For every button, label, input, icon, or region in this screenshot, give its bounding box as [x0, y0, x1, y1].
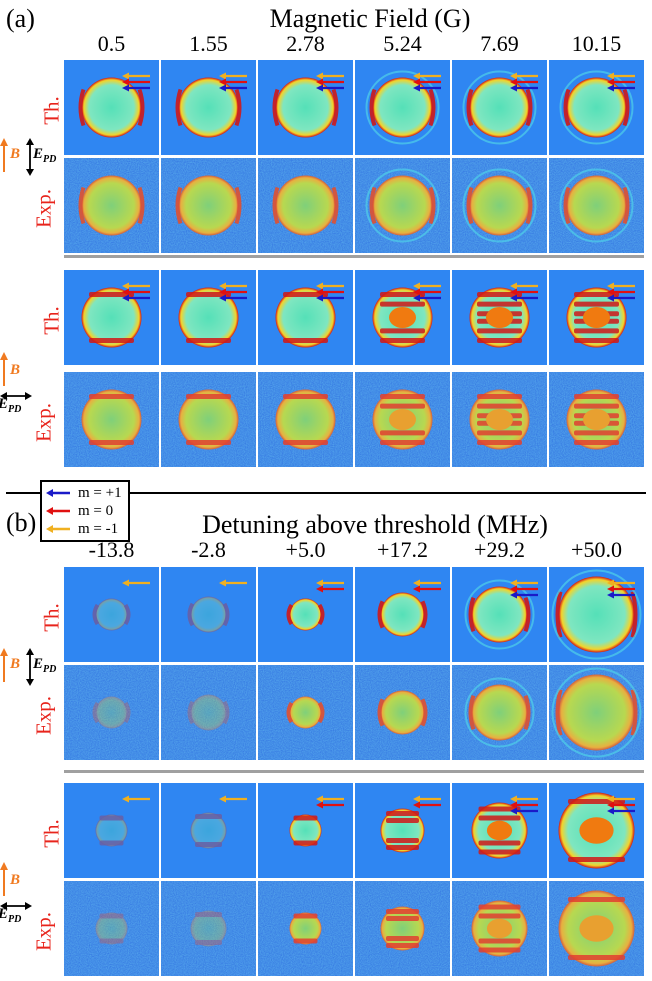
experiment-image [161, 158, 256, 253]
legend: m = +1 m = 0 m = -1 [40, 480, 130, 542]
e-label: E [33, 656, 44, 672]
theory-image [64, 60, 159, 155]
field-orientation-marker: B EPD [0, 862, 60, 925]
theory-image [452, 567, 547, 662]
theory-image [452, 783, 547, 878]
e-pd-label: EPD [33, 146, 56, 165]
experiment-image [258, 665, 353, 760]
experiment-image [452, 881, 547, 976]
experiment-image [549, 881, 644, 976]
experiment-image [64, 665, 159, 760]
panel-b-column-label: +5.0 [285, 537, 326, 562]
theory-image [258, 270, 353, 365]
theory-image [258, 567, 353, 662]
experiment-image [161, 372, 256, 467]
theory-image [452, 60, 547, 155]
panel-a-axis-title: Magnetic Field (G) [269, 4, 471, 33]
experiment-image [64, 372, 159, 467]
panel-a-column-label: 0.5 [97, 31, 126, 56]
theory-image [64, 567, 159, 662]
experiment-image [258, 158, 353, 253]
experiment-image [355, 158, 450, 253]
experiment-image [64, 158, 159, 253]
experiment-image [64, 881, 159, 976]
row-label-theory: Th. [39, 603, 64, 632]
theory-image [64, 270, 159, 365]
theory-image [161, 567, 256, 662]
row-label-theory: Th. [39, 819, 64, 848]
theory-image [549, 567, 644, 662]
panel-b-column-label: -2.8 [191, 537, 226, 562]
theory-image [355, 270, 450, 365]
panel-a-separator [64, 255, 644, 258]
panel-a-tag: (a) [6, 4, 35, 33]
b-field-label: B [10, 872, 21, 888]
theory-image [355, 567, 450, 662]
row-label-theory: Th. [39, 96, 64, 125]
panel-b-separator [64, 770, 644, 773]
experiment-image [258, 372, 353, 467]
panel-b-axis-title: Detuning above threshold (MHz) [202, 510, 548, 539]
theory-image [355, 783, 450, 878]
field-orientation-marker: B EPD [0, 352, 60, 415]
e-subscript: PD [43, 154, 57, 165]
panel-a-column-label: 5.24 [383, 31, 422, 56]
experiment-image [452, 158, 547, 253]
legend-item-zero: m = 0 [46, 502, 122, 520]
b-field-label: B [10, 146, 21, 162]
legend-item-minus1: m = -1 [46, 520, 122, 538]
theory-image [258, 60, 353, 155]
experiment-image [452, 665, 547, 760]
theory-image [258, 783, 353, 878]
e-subscript: PD [43, 664, 57, 675]
theory-image [549, 270, 644, 365]
panel-divider [6, 492, 646, 494]
row-label-theory: Th. [39, 306, 64, 335]
theory-image [64, 783, 159, 878]
legend-item-plus1: m = +1 [46, 484, 122, 502]
theory-image [549, 783, 644, 878]
e-label: E [33, 146, 44, 162]
e-pd-label: EPD [33, 656, 56, 675]
theory-image [355, 60, 450, 155]
experiment-image [161, 881, 256, 976]
experiment-image [549, 158, 644, 253]
theory-image [161, 783, 256, 878]
e-pd-label: EPD [0, 906, 21, 925]
panel-a-column-label: 2.78 [286, 31, 325, 56]
panel-a-column-label: 7.69 [480, 31, 519, 56]
experiment-image [549, 665, 644, 760]
panel-a-column-label: 10.15 [571, 31, 622, 56]
b-field-label: B [10, 362, 21, 378]
e-pd-label: EPD [0, 396, 21, 415]
theory-image [161, 270, 256, 365]
experiment-image [355, 881, 450, 976]
b-field-label: B [10, 656, 21, 672]
e-subscript: PD [8, 404, 22, 415]
panel-b-column-label: +17.2 [377, 537, 428, 562]
experiment-image [161, 665, 256, 760]
e-label: E [0, 906, 8, 922]
panel-b-column-label: +29.2 [474, 537, 525, 562]
e-label: E [0, 396, 8, 412]
experiment-image [355, 372, 450, 467]
e-subscript: PD [8, 914, 22, 925]
experiment-image [549, 372, 644, 467]
theory-image [161, 60, 256, 155]
experiment-image [355, 665, 450, 760]
experiment-image [452, 372, 547, 467]
theory-image [549, 60, 644, 155]
theory-image [452, 270, 547, 365]
panel-b-column-label: +50.0 [571, 537, 622, 562]
panel-b-tag: (b) [6, 508, 37, 537]
experiment-image [258, 881, 353, 976]
panel-a-column-label: 1.55 [189, 31, 228, 56]
